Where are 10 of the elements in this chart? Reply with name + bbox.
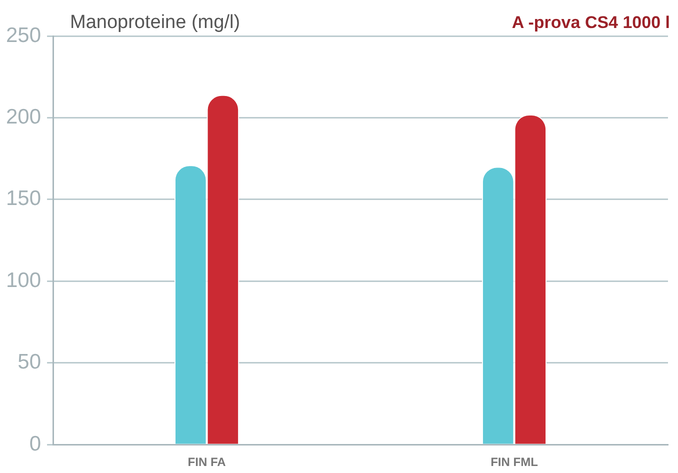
chart-title: A -prova CS4 1000 l xyxy=(512,13,670,33)
x-tick-label: FIN FA xyxy=(188,455,226,470)
y-tick-label: 150 xyxy=(6,187,42,210)
y-tick-label: 250 xyxy=(6,24,42,47)
y-tick-label: 50 xyxy=(18,350,42,374)
y-tick-label: 100 xyxy=(6,268,42,292)
y-tick-label: 200 xyxy=(6,106,42,129)
x-tick-label: FIN FML xyxy=(490,455,538,470)
y-axis-title: Manoproteine (mg/l) xyxy=(70,12,240,34)
y-tick-label: 0 xyxy=(29,432,42,456)
